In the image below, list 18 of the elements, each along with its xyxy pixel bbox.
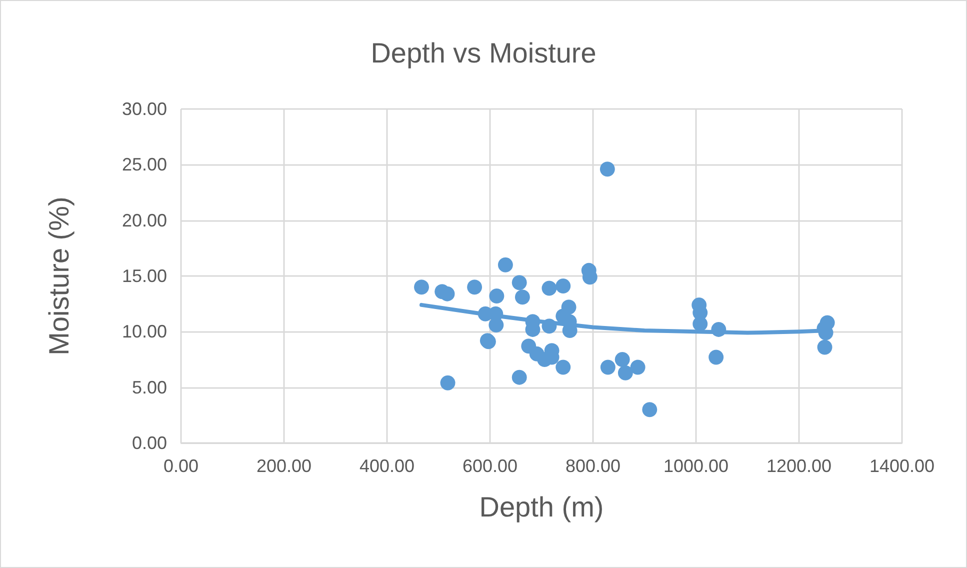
y-tick-label: 20.00: [122, 210, 167, 230]
y-tick-label: 0.00: [132, 433, 167, 453]
x-axis-title: Depth (m): [479, 492, 604, 522]
x-tick-label: 800.00: [565, 456, 621, 476]
x-tick-label: 400.00: [359, 456, 415, 476]
x-tick-label: 1200.00: [766, 456, 832, 476]
x-tick-label: 1400.00: [869, 456, 935, 476]
y-tick-label: 15.00: [122, 266, 167, 286]
y-axis-title: Moisture (%): [44, 196, 74, 356]
y-tick-label: 10.00: [122, 322, 167, 342]
x-tick-label: 0.00: [163, 456, 199, 476]
x-tick-label: 1000.00: [663, 456, 729, 476]
y-tick-label: 5.00: [132, 377, 167, 398]
y-tick-label: 25.00: [122, 154, 167, 175]
y-tick-label: 30.00: [122, 99, 167, 119]
x-tick-label: 200.00: [256, 456, 312, 476]
x-tick-label: 600.00: [462, 456, 518, 476]
chart-title: Depth vs Moisture: [370, 38, 596, 68]
